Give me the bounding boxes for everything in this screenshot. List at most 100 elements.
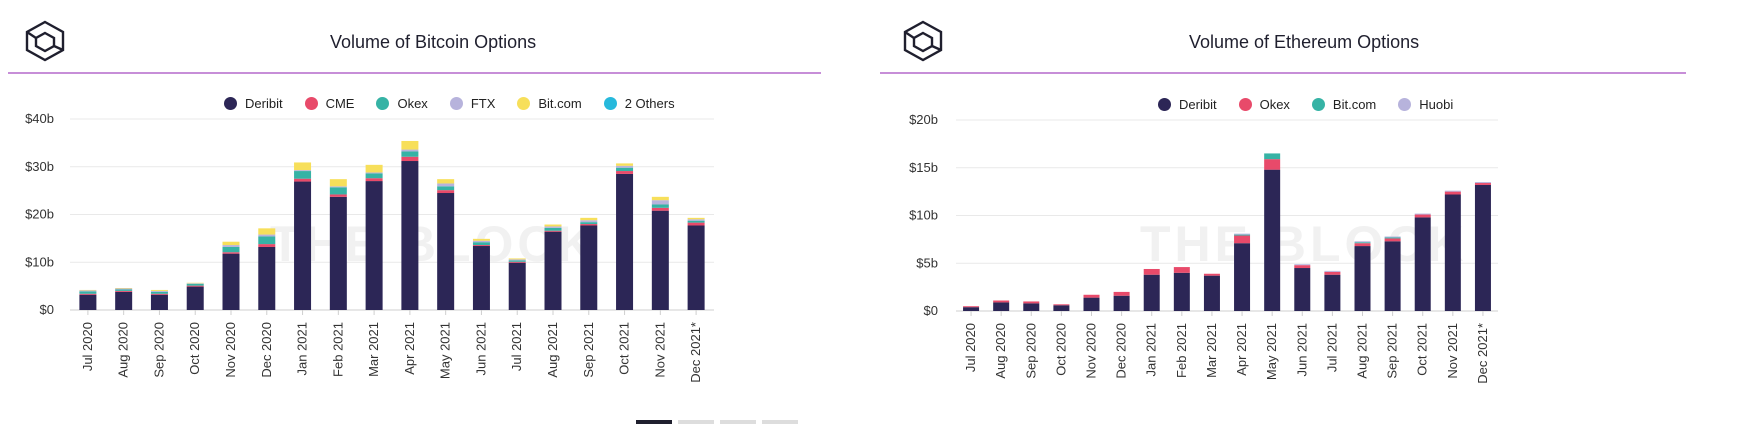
bar-segment-cme[interactable] [472,245,490,247]
bar-segment-cme[interactable] [580,224,598,226]
legend-item-ftx[interactable]: FTX [449,96,495,111]
bar-segment-ftx[interactable] [222,245,240,247]
bar-segment-bit-com[interactable] [580,217,598,221]
bar-segment-deribit[interactable] [472,246,490,310]
bar-segment-deribit[interactable] [687,225,705,310]
bar-segment-bit-com[interactable] [1384,237,1401,239]
bar-segment-okex[interactable] [115,289,133,291]
bar-segment-deribit[interactable] [1474,184,1491,311]
bar-segment-okex[interactable] [1234,235,1251,244]
bar-segment-ftx[interactable] [365,172,383,174]
bar-segment-deribit[interactable] [1023,303,1040,311]
bar-segment-deribit[interactable] [437,193,455,310]
bar-segment-deribit[interactable] [222,253,240,310]
bar-segment-deribit[interactable] [401,161,419,310]
bar-segment-bit-com[interactable] [294,162,312,171]
bar-segment-cme[interactable] [544,230,562,232]
bar-segment-okex[interactable] [508,260,526,262]
bar-segment-deribit[interactable] [1264,169,1281,311]
bar-segment-cme[interactable] [329,194,347,197]
bar-segment-ftx[interactable] [258,234,276,237]
bar-segment-deribit[interactable] [294,181,312,310]
carousel-page-1[interactable] [636,420,672,424]
legend-item-okex[interactable]: Okex [376,96,428,111]
bar-segment-ftx[interactable] [401,149,419,152]
bar-segment-okex[interactable] [580,222,598,225]
bar-segment-okex[interactable] [1414,214,1431,218]
bar-segment-okex[interactable] [616,167,634,172]
bar-segment-deribit[interactable] [186,286,204,310]
legend-item-okex[interactable]: Okex [1238,97,1290,112]
bar-segment-okex[interactable] [1324,271,1341,275]
bar-segment-bit-com[interactable] [1234,234,1251,236]
bar-segment-okex[interactable] [1053,304,1070,306]
bar-segment-cme[interactable] [437,190,455,194]
bar-segment-bit-com[interactable] [651,196,669,201]
bar-segment-ftx[interactable] [580,220,598,223]
bar-segment-huobi[interactable] [1474,182,1491,184]
bar-segment-deribit[interactable] [115,291,133,310]
bar-segment-okex[interactable] [258,236,276,245]
carousel-page-2[interactable] [678,420,714,424]
bar-segment-okex[interactable] [1384,238,1401,242]
bar-segment-deribit[interactable] [1294,268,1311,311]
bar-segment-cme[interactable] [687,222,705,226]
bar-segment-cme[interactable] [222,252,240,254]
legend-item-deribit[interactable]: Deribit [224,96,283,111]
bar-segment-ftx[interactable] [544,226,562,228]
bar-segment-okex[interactable] [1203,273,1220,276]
legend-item-2-others[interactable]: 2 Others [603,96,675,111]
legend-item-cme[interactable]: CME [304,96,354,111]
bar-segment-okex[interactable] [1173,267,1190,273]
bar-segment-bit-com[interactable] [329,179,347,187]
bar-segment-deribit[interactable] [544,231,562,310]
bar-segment-okex[interactable] [79,291,97,294]
bar-segment-deribit[interactable] [1083,297,1100,311]
bar-segment-ftx[interactable] [150,290,168,292]
bar-segment-huobi[interactable] [1234,233,1251,235]
bar-segment-okex[interactable] [1023,301,1040,304]
bar-segment-deribit[interactable] [1234,243,1251,311]
legend-item-bit-com[interactable]: Bit.com [1311,97,1376,112]
bar-segment-ftx[interactable] [79,290,97,292]
bar-segment-deribit[interactable] [329,196,347,310]
bar-segment-okex[interactable] [651,204,669,208]
bar-segment-huobi[interactable] [1294,264,1311,266]
bar-segment-cme[interactable] [258,244,276,247]
bar-segment-deribit[interactable] [1324,274,1341,311]
bar-segment-okex[interactable] [1113,291,1130,296]
bar-segment-huobi[interactable] [1444,190,1461,192]
bar-segment-deribit[interactable] [1053,305,1070,311]
bar-segment-okex[interactable] [963,306,980,308]
bar-segment-deribit[interactable] [1354,246,1371,311]
bar-segment-deribit[interactable] [79,294,97,310]
bar-segment-okex[interactable] [1474,183,1491,185]
bar-segment-cme[interactable] [651,207,669,211]
bar-segment-okex[interactable] [1083,294,1100,298]
bar-segment-okex[interactable] [294,171,312,179]
bar-segment-bit-com[interactable] [544,224,562,227]
bar-segment-huobi[interactable] [1384,236,1401,238]
legend-item-deribit[interactable]: Deribit [1158,97,1217,112]
bar-segment-deribit[interactable] [1203,275,1220,311]
bar-segment-okex[interactable] [222,246,240,253]
bar-segment-huobi[interactable] [1354,241,1371,243]
bar-segment-okex[interactable] [1444,191,1461,195]
bar-segment-okex[interactable] [993,300,1010,303]
bar-segment-deribit[interactable] [150,294,168,310]
bar-segment-deribit[interactable] [1173,272,1190,311]
bar-segment-bit-com[interactable] [437,179,455,184]
bar-segment-cme[interactable] [616,171,634,174]
bar-segment-bit-com[interactable] [258,228,276,235]
bar-segment-okex[interactable] [544,227,562,231]
carousel-page-3[interactable] [720,420,756,424]
legend-item-bit-com[interactable]: Bit.com [517,96,582,111]
bar-segment-ftx[interactable] [294,170,312,172]
bar-segment-bit-com[interactable] [401,140,419,150]
legend-item-huobi[interactable]: Huobi [1398,97,1453,112]
bar-segment-deribit[interactable] [993,302,1010,311]
bar-segment-okex[interactable] [186,283,204,286]
bar-segment-cme[interactable] [150,293,168,295]
bar-segment-bit-com[interactable] [1354,242,1371,244]
bar-segment-cme[interactable] [508,261,526,263]
